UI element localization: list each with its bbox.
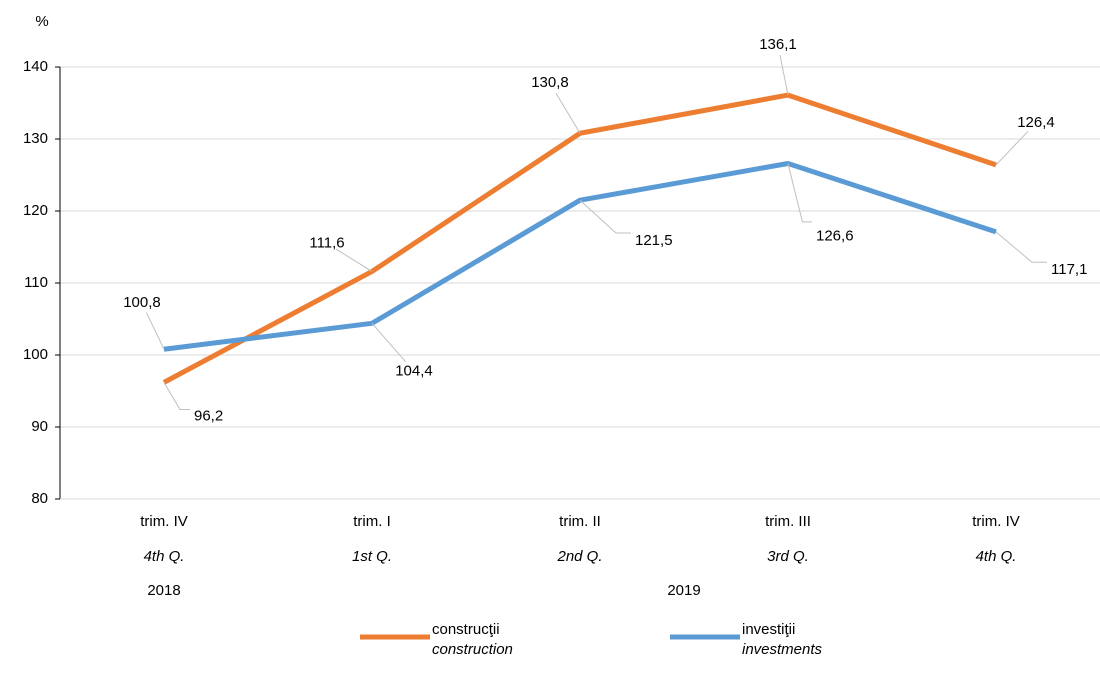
data-label: 126,4	[1017, 114, 1055, 131]
data-label: 100,8	[123, 294, 161, 311]
legend-label-en: construction	[432, 641, 513, 658]
y-unit: %	[35, 13, 48, 30]
x-tick-label-en: 3rd Q.	[767, 548, 809, 565]
legend-label: investiţii	[742, 621, 795, 638]
x-tick-label-en: 4th Q.	[976, 548, 1017, 565]
leader-line	[779, 54, 789, 96]
x-tick-label: trim. II	[559, 513, 601, 530]
legend-label-en: investments	[742, 641, 823, 658]
x-tick-label: trim. IV	[140, 513, 188, 530]
leader-line	[145, 312, 165, 350]
y-tick-label: 120	[23, 202, 48, 219]
data-label: 117,1	[1051, 261, 1087, 278]
data-label: 130,8	[531, 74, 569, 91]
leader-line	[579, 199, 631, 234]
y-tick-label: 110	[24, 274, 48, 291]
year-label: 2018	[147, 582, 180, 599]
x-tick-label: trim. III	[765, 513, 811, 530]
leader-line	[995, 130, 1029, 166]
y-tick-label: 80	[31, 490, 48, 507]
data-label: 96,2	[194, 407, 223, 424]
x-tick-label-en: 4th Q.	[144, 548, 185, 565]
leader-line	[335, 248, 373, 272]
data-label: 126,6	[816, 227, 854, 244]
y-tick-label: 140	[23, 58, 48, 75]
y-tick-label: 90	[31, 418, 48, 435]
data-label: 136,1	[759, 36, 797, 53]
leader-line	[163, 382, 190, 411]
leader-line	[371, 322, 406, 363]
series-line	[163, 160, 997, 352]
x-tick-label-en: 1st Q.	[352, 548, 392, 565]
legend-label: construcţii	[432, 621, 500, 638]
data-label: 111,6	[309, 234, 344, 251]
leader-line	[787, 163, 812, 223]
y-tick-label: 130	[23, 130, 48, 147]
series-line	[162, 92, 997, 385]
x-tick-label: trim. IV	[972, 513, 1020, 530]
leader-line	[995, 231, 1047, 263]
data-label: 104,4	[395, 362, 433, 379]
leader-line	[555, 92, 581, 134]
y-tick-label: 100	[23, 346, 48, 363]
data-label: 121,5	[635, 232, 673, 249]
x-tick-label-en: 2nd Q.	[556, 548, 602, 565]
x-tick-label: trim. I	[353, 513, 391, 530]
year-label: 2019	[667, 582, 700, 599]
